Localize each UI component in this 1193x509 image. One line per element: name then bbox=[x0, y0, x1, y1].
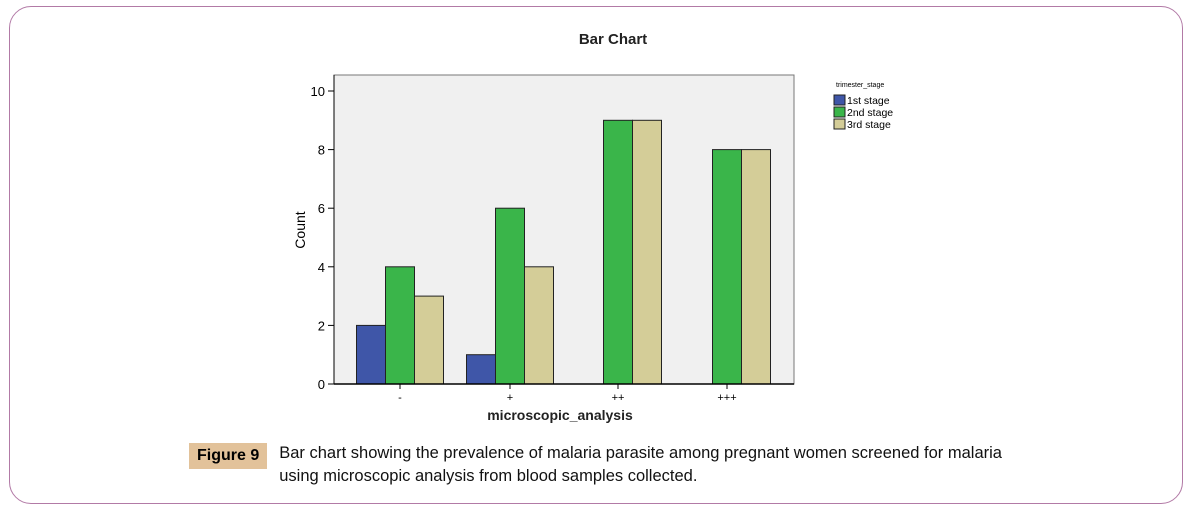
x-axis-label: microscopic_analysis bbox=[487, 407, 633, 423]
bar---1 bbox=[356, 324, 386, 385]
legend-title: trimester_stage bbox=[836, 82, 884, 89]
legend-swatch-2 bbox=[833, 106, 846, 118]
chart-title: Bar Chart bbox=[579, 31, 647, 48]
figure-label: Figure 9 bbox=[189, 443, 268, 469]
bar-+-2 bbox=[495, 207, 525, 385]
y-tick-label: 4 bbox=[318, 260, 325, 275]
y-tick-label: 0 bbox=[318, 377, 325, 392]
bar-+-3 bbox=[524, 266, 554, 385]
bar---3 bbox=[414, 295, 444, 385]
bar-++-3 bbox=[632, 119, 662, 385]
y-tick-label: 10 bbox=[311, 84, 325, 99]
bar-+++-3 bbox=[741, 149, 771, 385]
bar-+++-2 bbox=[712, 149, 742, 385]
bar-+-1 bbox=[466, 354, 496, 385]
legend-label: 1st stage bbox=[847, 95, 890, 107]
x-tick-label: +++ bbox=[717, 392, 736, 404]
y-axis-label: Count bbox=[292, 211, 308, 248]
y-tick-label: 8 bbox=[318, 143, 325, 158]
legend-swatch-1 bbox=[833, 94, 846, 106]
y-tick-label: 2 bbox=[318, 318, 325, 333]
caption-text: Bar chart showing the prevalence of mala… bbox=[279, 444, 1002, 485]
bar-++-2 bbox=[603, 119, 633, 385]
legend-label: 2nd stage bbox=[847, 107, 893, 119]
legend-swatch-3 bbox=[833, 118, 846, 130]
x-tick-label: ++ bbox=[612, 392, 625, 404]
legend-label: 3rd stage bbox=[847, 119, 891, 131]
figure-caption: Figure 9 Bar chart showing the prevalenc… bbox=[189, 442, 1019, 488]
y-tick-label: 6 bbox=[318, 201, 325, 216]
bar---2 bbox=[385, 266, 415, 385]
x-tick-label: + bbox=[507, 392, 513, 404]
x-tick-label: - bbox=[398, 392, 402, 404]
figure-frame bbox=[9, 6, 1183, 504]
